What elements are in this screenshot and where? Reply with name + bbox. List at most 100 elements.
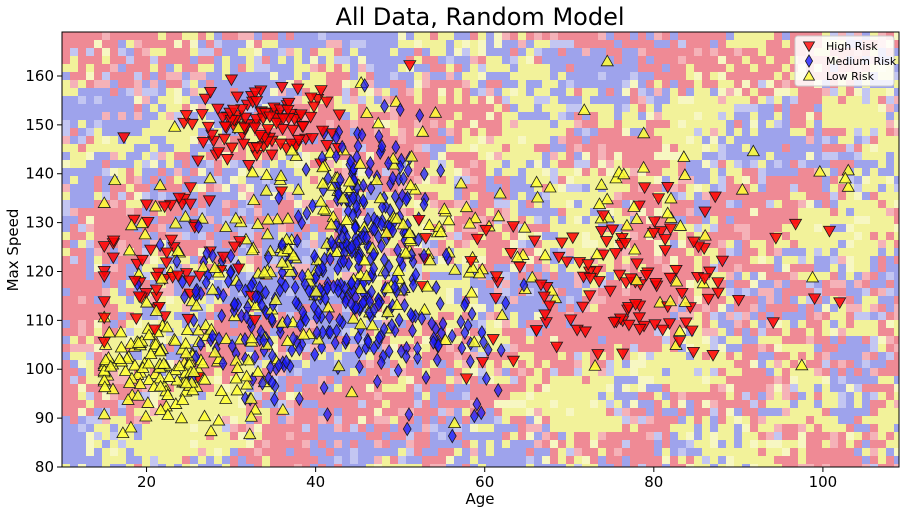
region-cell — [182, 104, 191, 113]
region-cell — [566, 360, 575, 369]
region-cell — [94, 104, 103, 113]
region-cell — [582, 232, 591, 241]
region-cell — [774, 328, 783, 337]
region-cell — [326, 64, 335, 73]
region-cell — [118, 120, 127, 129]
region-cell — [582, 112, 591, 121]
region-cell — [838, 264, 847, 273]
region-cell — [518, 320, 527, 329]
region-cell — [214, 168, 223, 177]
region-cell — [686, 352, 695, 361]
region-cell — [886, 336, 895, 345]
region-cell — [494, 120, 503, 129]
region-cell — [886, 88, 895, 97]
region-cell — [582, 336, 591, 345]
region-cell — [486, 368, 495, 377]
region-cell — [422, 80, 431, 89]
region-cell — [782, 120, 791, 129]
region-cell — [854, 384, 863, 393]
region-cell — [486, 176, 495, 185]
region-cell — [686, 64, 695, 73]
region-cell — [62, 320, 71, 329]
region-cell — [326, 88, 335, 97]
region-cell — [694, 392, 703, 401]
region-cell — [206, 408, 215, 417]
region-cell — [510, 72, 519, 81]
region-cell — [566, 128, 575, 137]
region-cell — [174, 176, 183, 185]
region-cell — [790, 32, 799, 41]
region-cell — [542, 56, 551, 65]
region-cell — [518, 168, 527, 177]
region-cell — [534, 256, 543, 265]
region-cell — [822, 104, 831, 113]
region-cell — [830, 384, 839, 393]
region-cell — [446, 192, 455, 201]
region-cell — [262, 392, 271, 401]
region-cell — [86, 384, 95, 393]
region-cell — [294, 352, 303, 361]
region-cell — [894, 328, 899, 337]
region-cell — [854, 272, 863, 281]
region-cell — [174, 48, 183, 57]
region-cell — [782, 128, 791, 137]
region-cell — [750, 184, 759, 193]
region-cell — [798, 336, 807, 345]
region-cell — [622, 296, 631, 305]
region-cell — [742, 344, 751, 353]
region-cell — [694, 296, 703, 305]
region-cell — [446, 320, 455, 329]
region-cell — [782, 72, 791, 81]
region-cell — [638, 208, 647, 217]
region-cell — [894, 320, 899, 329]
region-cell — [214, 384, 223, 393]
region-cell — [486, 320, 495, 329]
region-cell — [198, 104, 207, 113]
region-cell — [94, 88, 103, 97]
region-cell — [678, 96, 687, 105]
region-cell — [798, 120, 807, 129]
region-cell — [398, 136, 407, 145]
region-cell — [702, 320, 711, 329]
region-cell — [334, 208, 343, 217]
region-cell — [622, 392, 631, 401]
region-cell — [366, 96, 375, 105]
region-cell — [814, 216, 823, 225]
region-cell — [654, 312, 663, 321]
region-cell — [382, 136, 391, 145]
region-cell — [726, 192, 735, 201]
region-cell — [254, 56, 263, 65]
region-cell — [734, 112, 743, 121]
region-cell — [742, 184, 751, 193]
region-cell — [598, 88, 607, 97]
region-cell — [646, 64, 655, 73]
region-cell — [598, 56, 607, 65]
region-cell — [806, 192, 815, 201]
region-cell — [518, 304, 527, 313]
region-cell — [78, 160, 87, 169]
region-cell — [414, 400, 423, 409]
region-cell — [750, 88, 759, 97]
region-cell — [422, 264, 431, 273]
region-cell — [742, 88, 751, 97]
region-cell — [598, 152, 607, 161]
region-cell — [606, 120, 615, 129]
region-cell — [566, 120, 575, 129]
region-cell — [134, 352, 143, 361]
region-cell — [102, 48, 111, 57]
region-cell — [790, 72, 799, 81]
region-cell — [726, 88, 735, 97]
region-cell — [486, 408, 495, 417]
region-cell — [678, 144, 687, 153]
region-cell — [222, 216, 231, 225]
region-cell — [270, 208, 279, 217]
region-cell — [382, 112, 391, 121]
region-cell — [638, 224, 647, 233]
region-cell — [102, 256, 111, 265]
region-cell — [566, 136, 575, 145]
region-cell — [526, 136, 535, 145]
region-cell — [366, 208, 375, 217]
region-cell — [486, 152, 495, 161]
region-cell — [126, 280, 135, 289]
region-cell — [126, 104, 135, 113]
